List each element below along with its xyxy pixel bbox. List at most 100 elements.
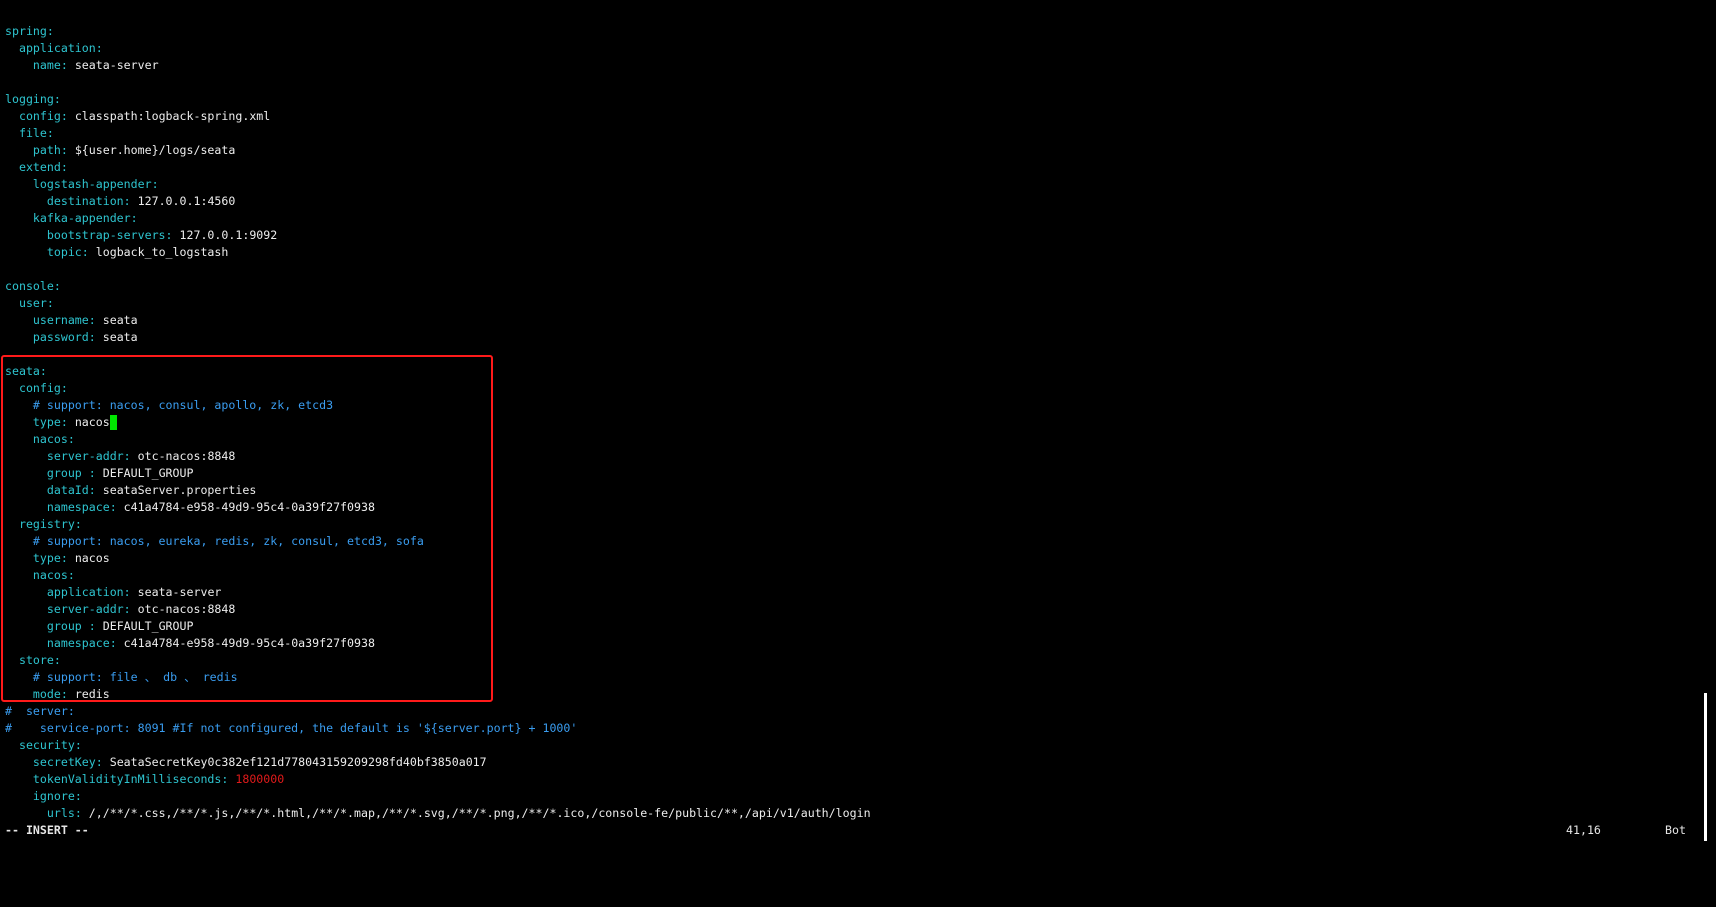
editor-line[interactable]: secretKey: SeataSecretKey0c382ef121d7780… <box>5 754 1695 771</box>
editor-line[interactable]: topic: logback_to_logstash <box>5 244 1695 261</box>
editor-line[interactable]: mode: redis <box>5 686 1695 703</box>
scroll-indicator: Bot <box>1665 823 1686 837</box>
yaml-value: DEFAULT_GROUP <box>102 465 194 480</box>
editor-line[interactable]: # support: nacos, eureka, redis, zk, con… <box>5 533 1695 550</box>
yaml-key: application <box>5 40 96 55</box>
editor-line[interactable]: namespace: c41a4784-e958-49d9-95c4-0a39f… <box>5 635 1695 652</box>
editor-line[interactable]: type: nacos <box>5 414 1695 431</box>
editor-line[interactable]: application: <box>5 40 1695 57</box>
yaml-value: nacos <box>74 550 110 565</box>
comment-text: # support: file 、 db 、 redis <box>5 669 238 684</box>
yaml-value: 127.0.0.1:9092 <box>179 227 278 242</box>
yaml-key: : <box>151 176 159 191</box>
editor-line[interactable]: logstash-appender: <box>5 176 1695 193</box>
scrollbar[interactable] <box>1703 0 1716 848</box>
yaml-key: : <box>74 788 82 803</box>
yaml-key: user <box>5 295 47 310</box>
editor-line[interactable]: # support: file 、 db 、 redis <box>5 669 1695 686</box>
editor-line[interactable]: extend: <box>5 159 1695 176</box>
editor-line[interactable]: logging: <box>5 91 1695 108</box>
editor-line[interactable]: name: seata-server <box>5 57 1695 74</box>
yaml-key: path <box>5 142 61 157</box>
yaml-key: : <box>88 329 103 344</box>
yaml-value: otc-nacos:8848 <box>137 448 236 463</box>
yaml-key: : <box>74 805 89 820</box>
yaml-value: seata <box>102 312 138 327</box>
yaml-key: : <box>109 499 124 514</box>
yaml-key: config <box>5 108 61 123</box>
editor-line[interactable]: # service-port: 8091 #If not configured,… <box>5 720 1695 737</box>
editor-line[interactable]: application: seata-server <box>5 584 1695 601</box>
editor-line[interactable]: path: ${user.home}/logs/seata <box>5 142 1695 159</box>
yaml-value: c41a4784-e958-49d9-95c4-0a39f27f0938 <box>123 499 375 514</box>
editor-line[interactable]: bootstrap-servers: 127.0.0.1:9092 <box>5 227 1695 244</box>
editor-line[interactable]: group : DEFAULT_GROUP <box>5 618 1695 635</box>
editor-line[interactable]: nacos: <box>5 431 1695 448</box>
text-cursor <box>109 414 117 430</box>
yaml-key: urls <box>5 805 75 820</box>
yaml-key: extend <box>5 159 61 174</box>
editor-line[interactable]: server-addr: otc-nacos:8848 <box>5 448 1695 465</box>
yaml-value: seataServer.properties <box>102 482 257 497</box>
yaml-editor[interactable]: spring: application: name: seata-server l… <box>5 23 1695 822</box>
yaml-key: : <box>123 584 138 599</box>
terminal-window[interactable]: spring: application: name: seata-server l… <box>0 0 1716 848</box>
editor-line[interactable]: console: <box>5 278 1695 295</box>
yaml-key: group <box>5 465 89 480</box>
yaml-key: type <box>5 550 61 565</box>
editor-line[interactable]: tokenValidityInMilliseconds: 1800000 <box>5 771 1695 788</box>
editor-line[interactable]: namespace: c41a4784-e958-49d9-95c4-0a39f… <box>5 499 1695 516</box>
yaml-value: seata-server <box>137 584 222 599</box>
scrollbar-thumb[interactable] <box>1704 693 1707 841</box>
editor-line[interactable]: # server: <box>5 703 1695 720</box>
yaml-key: seata <box>5 363 40 378</box>
editor-line[interactable]: destination: 127.0.0.1:4560 <box>5 193 1695 210</box>
editor-line[interactable]: file: <box>5 125 1695 142</box>
yaml-key: : <box>46 23 54 38</box>
yaml-key: : <box>53 652 61 667</box>
editor-line[interactable]: user: <box>5 295 1695 312</box>
yaml-key: server-addr <box>5 448 124 463</box>
editor-line[interactable]: username: seata <box>5 312 1695 329</box>
editor-line[interactable]: # support: nacos, consul, apollo, zk, et… <box>5 397 1695 414</box>
yaml-key: bootstrap-servers <box>5 227 166 242</box>
yaml-key: : <box>60 108 75 123</box>
editor-line[interactable]: security: <box>5 737 1695 754</box>
editor-line[interactable]: kafka-appender: <box>5 210 1695 227</box>
mode-indicator: -- INSERT -- <box>5 823 89 837</box>
yaml-value: SeataSecretKey0c382ef121d778043159209298… <box>109 754 487 769</box>
yaml-key: nacos <box>5 567 68 582</box>
yaml-key: type <box>5 414 61 429</box>
editor-line[interactable]: server-addr: otc-nacos:8848 <box>5 601 1695 618</box>
editor-line[interactable]: ignore: <box>5 788 1695 805</box>
yaml-key: registry <box>5 516 75 531</box>
yaml-key: namespace <box>5 635 110 650</box>
editor-line[interactable]: config: classpath:logback-spring.xml <box>5 108 1695 125</box>
editor-line[interactable]: nacos: <box>5 567 1695 584</box>
yaml-key: server-addr <box>5 601 124 616</box>
editor-line[interactable]: urls: /,/**/*.css,/**/*.js,/**/*.html,/*… <box>5 805 1695 822</box>
yaml-value: nacos <box>74 414 110 429</box>
editor-line[interactable]: spring: <box>5 23 1695 40</box>
editor-line[interactable]: type: nacos <box>5 550 1695 567</box>
yaml-key: : <box>60 414 75 429</box>
editor-line[interactable]: store: <box>5 652 1695 669</box>
yaml-key: : <box>88 465 103 480</box>
editor-line[interactable] <box>5 74 1695 91</box>
yaml-key: file <box>5 125 47 140</box>
editor-line[interactable] <box>5 346 1695 363</box>
editor-line[interactable]: registry: <box>5 516 1695 533</box>
yaml-key: secretKey <box>5 754 96 769</box>
editor-line[interactable]: dataId: seataServer.properties <box>5 482 1695 499</box>
yaml-value: redis <box>74 686 110 701</box>
editor-line[interactable]: group : DEFAULT_GROUP <box>5 465 1695 482</box>
yaml-key: : <box>60 550 75 565</box>
editor-line[interactable] <box>5 261 1695 278</box>
editor-line[interactable]: config: <box>5 380 1695 397</box>
comment-text: # support: nacos, eureka, redis, zk, con… <box>5 533 424 548</box>
yaml-key: : <box>95 754 110 769</box>
yaml-key: : <box>60 380 68 395</box>
editor-line[interactable]: seata: <box>5 363 1695 380</box>
yaml-key: : <box>88 618 103 633</box>
editor-line[interactable]: password: seata <box>5 329 1695 346</box>
